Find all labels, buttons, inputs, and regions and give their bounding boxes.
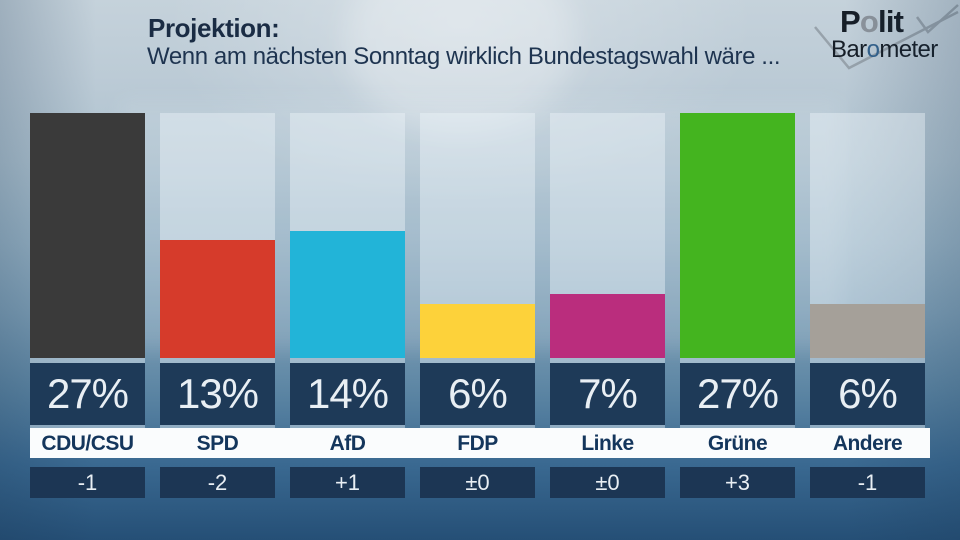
checkmark-icon bbox=[814, 4, 959, 70]
value-label: 14% bbox=[290, 363, 405, 425]
bar bbox=[680, 113, 795, 358]
bar bbox=[160, 240, 275, 358]
party-name: Linke bbox=[581, 432, 634, 455]
party-column: 6% Andere -1 bbox=[810, 0, 925, 540]
party-column: 27% CDU/CSU -1 bbox=[30, 0, 145, 540]
party-name: AfD bbox=[329, 432, 366, 455]
bar bbox=[30, 113, 145, 358]
party-column: 7% Linke ±0 bbox=[550, 0, 665, 540]
value-label: 6% bbox=[810, 363, 925, 425]
value-label: 27% bbox=[30, 363, 145, 425]
party-name: SPD bbox=[196, 432, 239, 455]
value-label: 7% bbox=[550, 363, 665, 425]
page-title: Projektion: bbox=[148, 13, 280, 43]
change-badge: -1 bbox=[810, 467, 925, 498]
value-label: 13% bbox=[160, 363, 275, 425]
bar bbox=[420, 304, 535, 358]
party-label-band bbox=[30, 428, 930, 458]
party-name: Andere bbox=[832, 432, 903, 455]
change-badge: ±0 bbox=[550, 467, 665, 498]
change-badge: +3 bbox=[680, 467, 795, 498]
bar bbox=[810, 304, 925, 358]
party-column: 6% FDP ±0 bbox=[420, 0, 535, 540]
party-name: FDP bbox=[457, 432, 498, 455]
page-subtitle: Wenn am nächsten Sonntag wirklich Bundes… bbox=[147, 43, 781, 70]
party-column: 13% SPD -2 bbox=[160, 0, 275, 540]
bar bbox=[290, 231, 405, 358]
bar bbox=[550, 294, 665, 358]
value-label: 6% bbox=[420, 363, 535, 425]
change-badge: ±0 bbox=[420, 467, 535, 498]
change-badge: +1 bbox=[290, 467, 405, 498]
change-badge: -1 bbox=[30, 467, 145, 498]
change-badge: -2 bbox=[160, 467, 275, 498]
party-name: CDU/CSU bbox=[41, 432, 134, 455]
politbarometer-logo: Polit Barometer bbox=[812, 0, 960, 74]
value-label: 27% bbox=[680, 363, 795, 425]
party-name: Grüne bbox=[707, 432, 768, 455]
party-column: 14% AfD +1 bbox=[290, 0, 405, 540]
logo-text-barometer: Barometer bbox=[831, 36, 938, 63]
party-column: 27% Grüne +3 bbox=[680, 0, 795, 540]
logo-text-polit: Polit bbox=[840, 4, 904, 39]
